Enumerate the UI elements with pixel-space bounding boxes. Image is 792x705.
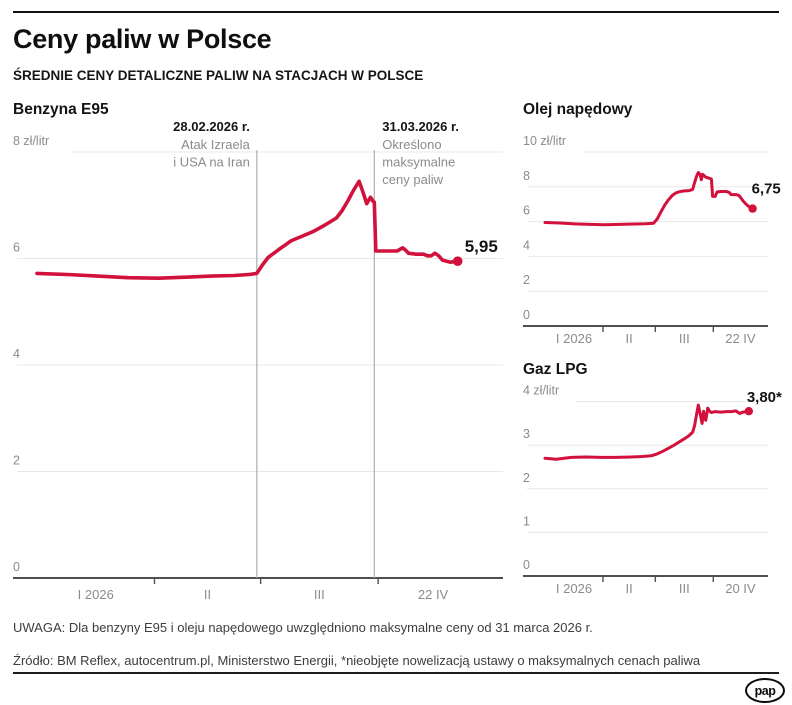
x-tick-label: 22 IV <box>725 331 756 346</box>
x-tick-label: III <box>679 581 690 596</box>
event-date: 28.02.2026 r. <box>173 119 250 134</box>
event-text: maksymalne <box>382 155 455 170</box>
x-tick-label: I 2026 <box>556 581 592 596</box>
y-tick-label: 2 <box>523 273 530 287</box>
event-text: Określono <box>382 137 441 152</box>
e95-chart-title: Benzyna E95 <box>13 101 109 118</box>
source-text: Źródło: BM Reflex, autocentrum.pl, Minis… <box>13 653 701 668</box>
x-tick-label: 22 IV <box>418 587 449 602</box>
y-tick-label: 2 <box>13 454 20 468</box>
end-value-label: 3,80* <box>747 389 782 406</box>
x-tick-label: II <box>204 587 211 602</box>
price-line <box>543 171 755 227</box>
diesel-chart-title: Olej napędowy <box>523 101 633 118</box>
page-subtitle: ŚREDNIE CENY DETALICZNE PALIW NA STACJAC… <box>13 68 424 83</box>
end-value-label: 5,95 <box>465 237 498 256</box>
y-tick-label: 0 <box>523 558 530 572</box>
y-axis-unit-label: 10 zł/litr <box>523 134 566 148</box>
y-tick-label: 3 <box>523 427 530 441</box>
x-tick-label: II <box>626 331 633 346</box>
end-dot <box>452 256 463 266</box>
x-tick-label: III <box>314 587 325 602</box>
lpg-chart-title: Gaz LPG <box>523 361 588 378</box>
price-line <box>35 179 460 280</box>
y-tick-label: 0 <box>523 308 530 322</box>
y-axis-unit-label: 8 zł/litr <box>13 134 49 148</box>
top-rule <box>13 11 779 13</box>
page-title: Ceny paliw w Polsce <box>13 24 272 54</box>
note-text: UWAGA: Dla benzyny E95 i oleju napędoweg… <box>13 620 593 635</box>
y-tick-label: 0 <box>13 560 20 574</box>
event-date: 31.03.2026 r. <box>382 119 459 134</box>
y-axis-unit-label: 4 zł/litr <box>523 384 559 398</box>
y-tick-label: 4 <box>523 238 530 252</box>
x-tick-label: I 2026 <box>78 587 114 602</box>
pap-logo: pap <box>745 678 785 703</box>
y-tick-label: 1 <box>523 514 530 528</box>
end-value-label: 6,75 <box>752 181 781 198</box>
end-dot <box>748 204 757 213</box>
y-tick-label: 6 <box>523 204 530 218</box>
end-dot <box>744 407 753 416</box>
x-tick-label: III <box>679 331 690 346</box>
event-text: Atak Izraela <box>181 137 250 152</box>
event-text: ceny paliw <box>382 172 443 187</box>
footer-rule <box>13 672 779 674</box>
y-tick-label: 4 <box>13 347 20 361</box>
x-tick-label: II <box>626 581 633 596</box>
x-tick-label: I 2026 <box>556 331 592 346</box>
pap-logo-text: pap <box>754 683 776 698</box>
y-tick-label: 8 <box>523 169 530 183</box>
event-text: i USA na Iran <box>173 155 250 170</box>
y-tick-label: 2 <box>523 471 530 485</box>
y-tick-label: 6 <box>13 241 20 255</box>
x-tick-label: 20 IV <box>725 581 756 596</box>
price-line <box>543 403 751 461</box>
